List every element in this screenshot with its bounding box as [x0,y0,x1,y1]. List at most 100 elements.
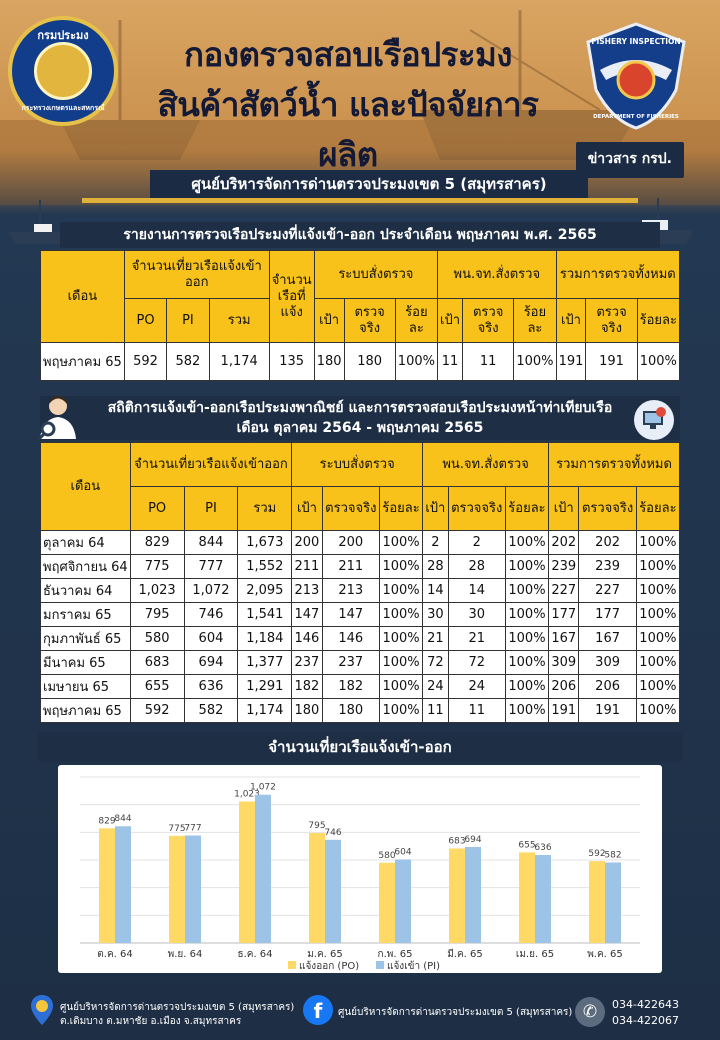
cell-sum: 1,174 [237,698,293,723]
cell-officer-percent: 100% [504,650,550,675]
cell-system-target: 180 [291,698,323,723]
bar-po [589,861,605,943]
bar-po [449,848,465,943]
cell-total-target: 239 [548,554,580,579]
cell-pi: 844 [183,530,239,555]
cell-system-actual: 182 [321,674,380,699]
x-tick-label: ก.พ. 65 [378,949,413,960]
table-row: เมษายน 65 655 636 1,291 182 182 100% 24 24 100% 20… [40,674,681,699]
bar-pi [465,846,481,943]
data-label: 694 [464,835,481,845]
cell-system-percent: 100% [378,578,424,603]
report2-header-po: PO [129,486,185,531]
cell-system-target: 146 [291,626,323,651]
report2-header-total-target: เป้า [548,486,580,531]
table-row: มกราคม 65 795 746 1,541 147 147 100% 30 30 100% 17… [40,602,681,627]
report1-header-boats: จำนวนเรือที่แจ้ง [268,250,315,343]
report1-header-system-target: เป้า [313,298,345,343]
cell-total-percent: 100% [635,698,681,723]
report1-header-system: ระบบสั่งตรวจ [313,250,439,299]
report1-table: เดือน จำนวนเที่ยวเรือแจ้งเข้าออก จำนวนเร… [40,250,681,381]
cell-system-percent: 100% [378,602,424,627]
cell-total-target: 202 [548,530,580,555]
logo-left-text-top: กรมประมง [37,29,89,42]
report2-header-officer-percent: ร้อยละ [504,486,550,531]
cell-month: พฤษภาคม 65 [40,342,125,381]
cell-total-actual: 191 [585,342,638,381]
subtitle-underline [82,198,638,203]
cell-month: ตุลาคม 64 [40,530,131,555]
cell-total-target: 227 [548,578,580,603]
cell-po: 795 [129,602,185,627]
table-row: พฤษภาคม 65 592 582 1,174 135 180 180 100… [40,342,681,381]
cell-system-actual: 180 [321,698,380,723]
cell-system-actual: 211 [321,554,380,579]
cell-pi: 604 [183,626,239,651]
title-line-1: กองตรวจสอบเรือประมง [184,35,512,74]
footer-facebook-page[interactable]: ศูนย์บริหารจัดการด่านตรวจประมงเขต 5 (สมุ… [338,1007,573,1018]
cell-officer-actual: 11 [447,698,506,723]
cell-total-target: 177 [548,602,580,627]
header-banner: กรมประมง กระทรวงเกษตรและสหกรณ์ กองตรวจสอ… [0,0,720,205]
cell-total-percent: 100% [635,674,681,699]
cell-system-actual: 237 [321,650,380,675]
phone-icon: ✆ [575,997,605,1027]
data-label: 746 [324,828,341,838]
data-label: 775 [168,824,185,834]
report2-title-line-2: เดือน ตุลาคม 2564 - พฤษภาคม 2565 [236,420,484,436]
cell-total-actual: 191 [578,698,637,723]
cell-system-percent: 100% [378,626,424,651]
report2-header-officer-target: เป้า [422,486,449,531]
cell-total-target: 167 [548,626,580,651]
data-label: 580 [378,851,395,861]
cell-month: กุมภาพันธ์ 65 [40,626,131,651]
cell-officer-target: 28 [422,554,449,579]
cell-officer-percent: 100% [504,554,550,579]
report1-header-total-percent: ร้อยละ [636,298,681,343]
cell-officer-actual: 24 [447,674,506,699]
cell-system-percent: 100% [378,650,424,675]
footer-address-line-2: ต.เดิมบาง ต.มหาชัย อ.เมือง จ.สมุทรสาคร [60,1016,242,1027]
table-row: พฤศจิกายน 64 775 777 1,552 211 211 100% 28 28 100… [40,554,681,579]
cell-total-target: 309 [548,650,580,675]
report2-header-total: รวมการตรวจทั้งหมด [548,442,680,487]
cell-sum: 1,541 [237,602,293,627]
title-line-2: สินค้าสัตว์น้ำ และปัจจัยการผลิต [157,85,539,174]
report1-header-total-actual: ตรวจจริง [585,298,638,343]
bar-po [169,835,185,943]
report2-header-pi: PI [183,486,239,531]
table-row: ตุลาคม 64 829 844 1,673 200 200 100% 2 2 100% 202 2… [40,530,681,555]
data-label: 795 [308,821,325,831]
subtitle: ศูนย์บริหารจัดการด่านตรวจประมงเขต 5 (สมุ… [150,170,588,198]
bar-pi [395,859,411,943]
cell-total-actual: 309 [578,650,637,675]
report2-title-line-1: สถิติการแจ้งเข้า-ออกเรือประมงพาณิชย์ และ… [107,400,613,416]
cell-officer-percent: 100% [504,698,550,723]
cell-pi: 1,072 [183,578,239,603]
legend-swatch [376,961,384,969]
cell-officer-target: 72 [422,650,449,675]
news-tag: ข่าวสาร กรป. [575,142,684,178]
cell-po: 580 [129,626,185,651]
logo-right-text-top: FISHERY INSPECTION [591,37,680,46]
footer-phone-2[interactable]: 034-422067 [612,1014,679,1027]
cell-sum: 1,184 [237,626,293,651]
facebook-icon[interactable]: f [303,995,333,1025]
bar-pi [535,855,551,943]
x-tick-label: มี.ค. 65 [447,948,483,960]
report2-header-trips: จำนวนเที่ยวเรือแจ้งเข้าออก [129,442,293,487]
bar-pi [605,862,621,943]
footer-phone-1[interactable]: 034-422643 [612,998,679,1011]
cell-total-actual: 177 [578,602,637,627]
bar-pi [325,839,341,943]
cell-system-actual: 200 [321,530,380,555]
data-label: 582 [604,850,621,860]
cell-officer-target: 11 [437,342,464,381]
cell-total-actual: 167 [578,626,637,651]
cell-officer-target: 2 [422,530,449,555]
report2-header-total-percent: ร้อยละ [635,486,681,531]
legend-swatch [288,961,296,969]
report1-table-container: เดือน จำนวนเที่ยวเรือแจ้งเข้าออก จำนวนเร… [40,250,681,381]
cell-system-percent: 100% [394,342,439,381]
